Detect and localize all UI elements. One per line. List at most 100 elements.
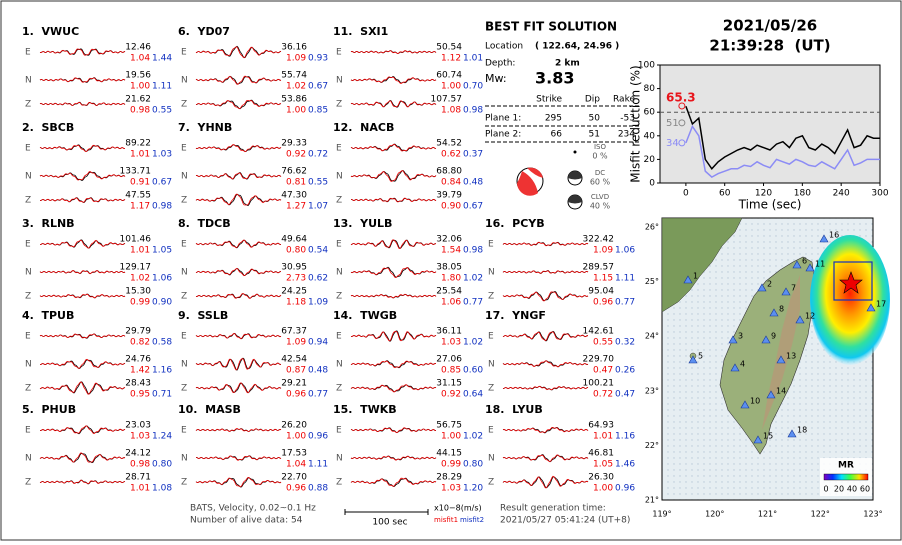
amplitude: 64.93 bbox=[588, 421, 614, 431]
station-number: 10 bbox=[750, 397, 760, 406]
colorbar-tick: 0 bbox=[823, 485, 828, 494]
waveform bbox=[39, 239, 126, 249]
colorbar-tick: 20 bbox=[834, 485, 844, 494]
plane-value: 51 bbox=[589, 130, 600, 140]
waveform bbox=[39, 381, 126, 395]
amplitude: 67.37 bbox=[281, 327, 307, 337]
misfit2: 0.72 bbox=[308, 150, 328, 160]
amplitude: 36.11 bbox=[436, 327, 462, 337]
misfit1: 1.09 bbox=[286, 54, 306, 64]
misfit2: 0.47 bbox=[615, 390, 635, 400]
component-label: Z bbox=[488, 384, 494, 394]
misfit1: 0.81 bbox=[286, 178, 306, 188]
misfit1: 0.87 bbox=[286, 366, 306, 376]
waveform bbox=[350, 50, 437, 55]
misfit2: 0.77 bbox=[308, 390, 328, 400]
best-box bbox=[833, 261, 873, 301]
x-tick-label: 300 bbox=[871, 189, 888, 199]
misfit1: 0.62 bbox=[441, 150, 461, 160]
misfit1: 1.27 bbox=[286, 202, 306, 212]
amplitude: 56.75 bbox=[436, 421, 462, 431]
misfit2: 1.01 bbox=[463, 54, 483, 64]
amplitude: 289.57 bbox=[583, 263, 615, 273]
waveform bbox=[350, 427, 436, 434]
alive: Number of alive data: 54 bbox=[190, 516, 303, 526]
mini-ball-lobe bbox=[568, 171, 582, 180]
waveform bbox=[502, 386, 589, 391]
y-tick-label: 0 bbox=[649, 179, 655, 189]
component-label: N bbox=[336, 172, 343, 182]
misfit2: 0.94 bbox=[308, 338, 328, 348]
waveform bbox=[39, 77, 126, 83]
colorbar bbox=[823, 473, 869, 481]
label: Location bbox=[485, 42, 523, 52]
misfit1: 1.15 bbox=[593, 274, 613, 284]
waveform bbox=[195, 268, 282, 277]
misfit2: 0.48 bbox=[463, 178, 483, 188]
station-marker bbox=[866, 303, 876, 312]
plane-value: 234 bbox=[618, 130, 635, 140]
waveform bbox=[39, 48, 126, 56]
lon-label: 120° bbox=[705, 510, 724, 519]
station-name: 16. PCYB bbox=[485, 217, 545, 230]
station-marker bbox=[781, 287, 791, 296]
y-tick-label: 40 bbox=[644, 131, 656, 141]
amplitude: 21.62 bbox=[125, 95, 151, 105]
beachball-lobe bbox=[527, 167, 543, 178]
station-name: 2. SBCB bbox=[22, 121, 74, 134]
station-marker bbox=[792, 260, 802, 269]
station-marker bbox=[795, 315, 805, 324]
mountains bbox=[762, 275, 800, 430]
component-label: Z bbox=[25, 292, 31, 302]
misfit1: 0.99 bbox=[441, 460, 461, 470]
annotation: 34 bbox=[666, 138, 679, 149]
station-number: 6 bbox=[802, 257, 807, 266]
component-label: CLVD bbox=[591, 193, 609, 201]
waveform bbox=[502, 331, 588, 341]
component-label: Z bbox=[488, 478, 494, 488]
misfit1: 0.96 bbox=[286, 484, 306, 494]
amplitude: 24.76 bbox=[125, 355, 151, 365]
amplitude: 133.71 bbox=[120, 167, 152, 177]
column-header: Dip bbox=[585, 95, 600, 105]
waveform bbox=[350, 384, 437, 393]
station-marker bbox=[787, 429, 797, 438]
station-number: 17 bbox=[876, 300, 886, 309]
misfit2: 1.44 bbox=[152, 54, 172, 64]
waveform bbox=[350, 293, 437, 299]
component-value: 0 % bbox=[592, 152, 608, 161]
misfit1: 1.00 bbox=[286, 106, 306, 116]
amplitude: 29.21 bbox=[281, 379, 307, 389]
amplitude: 142.61 bbox=[583, 327, 615, 337]
station-marker bbox=[769, 308, 779, 317]
lat-label: 25° bbox=[645, 277, 659, 286]
station-name: 3. RLNB bbox=[22, 217, 75, 230]
component-label: E bbox=[488, 240, 494, 250]
waveform bbox=[502, 475, 589, 489]
component-label: N bbox=[336, 360, 343, 370]
misfit1: 1.01 bbox=[130, 484, 150, 494]
amplitude: 89.22 bbox=[125, 139, 151, 149]
amplitude: 26.30 bbox=[588, 473, 614, 483]
misfit1: 0.80 bbox=[286, 246, 306, 256]
misfit1: 1.02 bbox=[286, 82, 306, 92]
waveform bbox=[351, 197, 437, 203]
waveform bbox=[502, 291, 589, 302]
station-name: 14. TWGB bbox=[333, 309, 397, 322]
misfit2: 0.71 bbox=[152, 390, 172, 400]
misfit2: 0.37 bbox=[463, 150, 483, 160]
component-label: N bbox=[25, 76, 32, 86]
waveform bbox=[350, 330, 437, 342]
units: x10−8(m/s) bbox=[434, 504, 482, 513]
misfit1: 0.98 bbox=[130, 460, 150, 470]
misfit2: 0.54 bbox=[308, 246, 328, 256]
misfit1: 1.08 bbox=[441, 106, 461, 116]
waveform bbox=[195, 476, 282, 488]
misfit1: 0.85 bbox=[441, 366, 461, 376]
component-label: E bbox=[181, 48, 187, 58]
misfit1-legend: misfit1 bbox=[434, 516, 458, 524]
misfit1: 1.00 bbox=[286, 432, 306, 442]
x-tick-label: 180 bbox=[794, 189, 811, 199]
component-label: E bbox=[181, 240, 187, 250]
misfit2: 0.55 bbox=[308, 178, 328, 188]
